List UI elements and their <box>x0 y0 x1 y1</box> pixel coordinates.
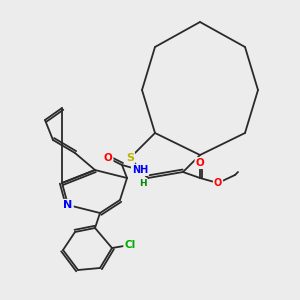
Text: H: H <box>139 178 147 188</box>
Text: N: N <box>63 200 73 210</box>
Text: Cl: Cl <box>124 240 136 250</box>
Text: O: O <box>196 158 204 168</box>
Text: O: O <box>214 178 222 188</box>
Text: O: O <box>103 153 112 163</box>
Text: NH: NH <box>132 165 148 175</box>
Text: S: S <box>126 153 134 163</box>
